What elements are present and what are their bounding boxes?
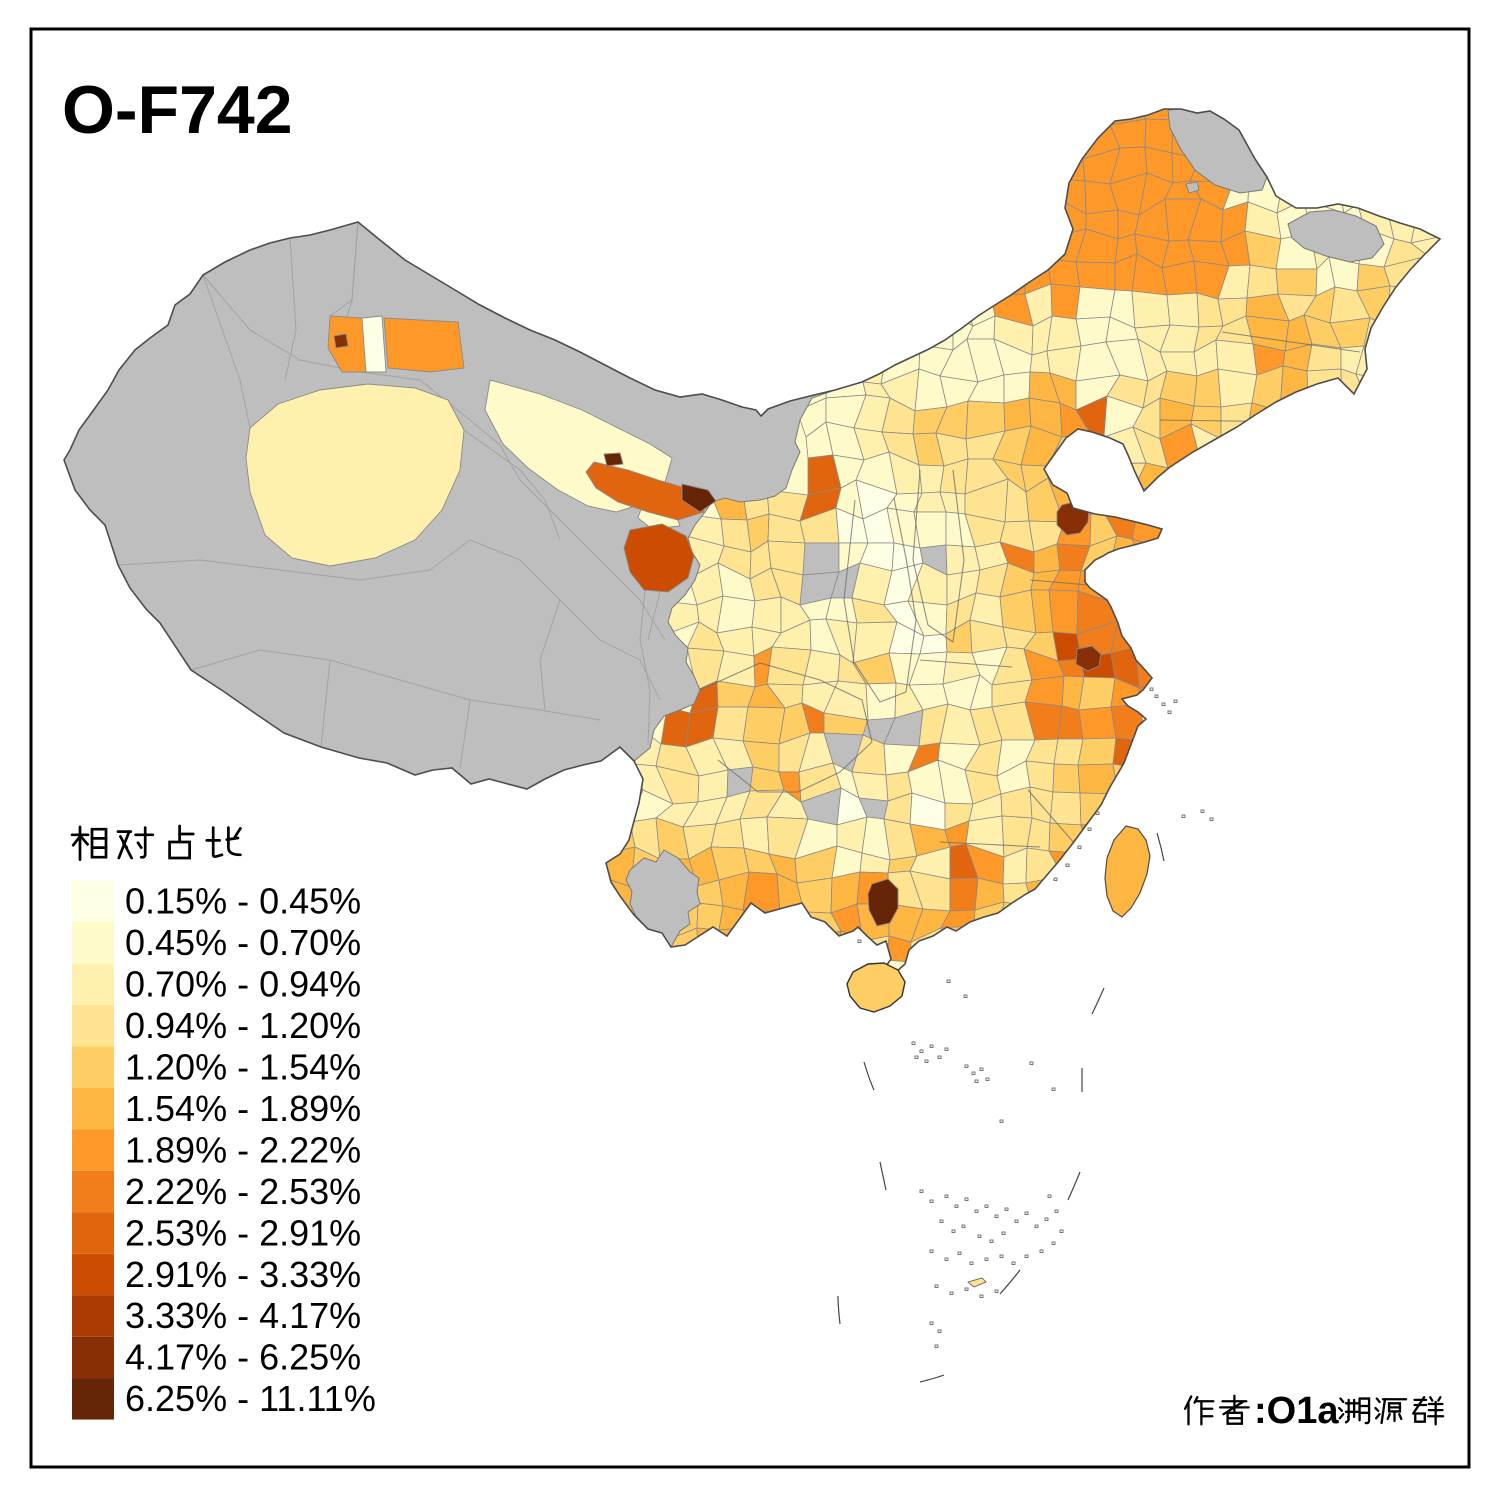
svg-text:6.25% - 11.11%: 6.25% - 11.11% [125,1378,376,1419]
svg-text:1.89% - 2.22%: 1.89% - 2.22% [125,1129,361,1170]
svg-text:0.94% - 1.20%: 0.94% - 1.20% [125,1005,361,1046]
svg-text:O-F742: O-F742 [62,72,293,148]
svg-text::O1a: :O1a [1254,1390,1339,1432]
svg-text:0.15% - 0.45%: 0.15% - 0.45% [125,881,361,922]
svg-text:1.54% - 1.89%: 1.54% - 1.89% [125,1088,361,1129]
svg-text:0.70% - 0.94%: 0.70% - 0.94% [125,964,361,1005]
svg-text:2.91% - 3.33%: 2.91% - 3.33% [125,1254,361,1295]
svg-text:1.20% - 1.54%: 1.20% - 1.54% [125,1047,361,1088]
svg-text:4.17% - 6.25%: 4.17% - 6.25% [125,1337,361,1378]
svg-text:2.22% - 2.53%: 2.22% - 2.53% [125,1171,361,1212]
svg-text:3.33% - 4.17%: 3.33% - 4.17% [125,1295,361,1336]
svg-text:0.45% - 0.70%: 0.45% - 0.70% [125,922,361,963]
svg-text:2.53% - 2.91%: 2.53% - 2.91% [125,1212,361,1253]
